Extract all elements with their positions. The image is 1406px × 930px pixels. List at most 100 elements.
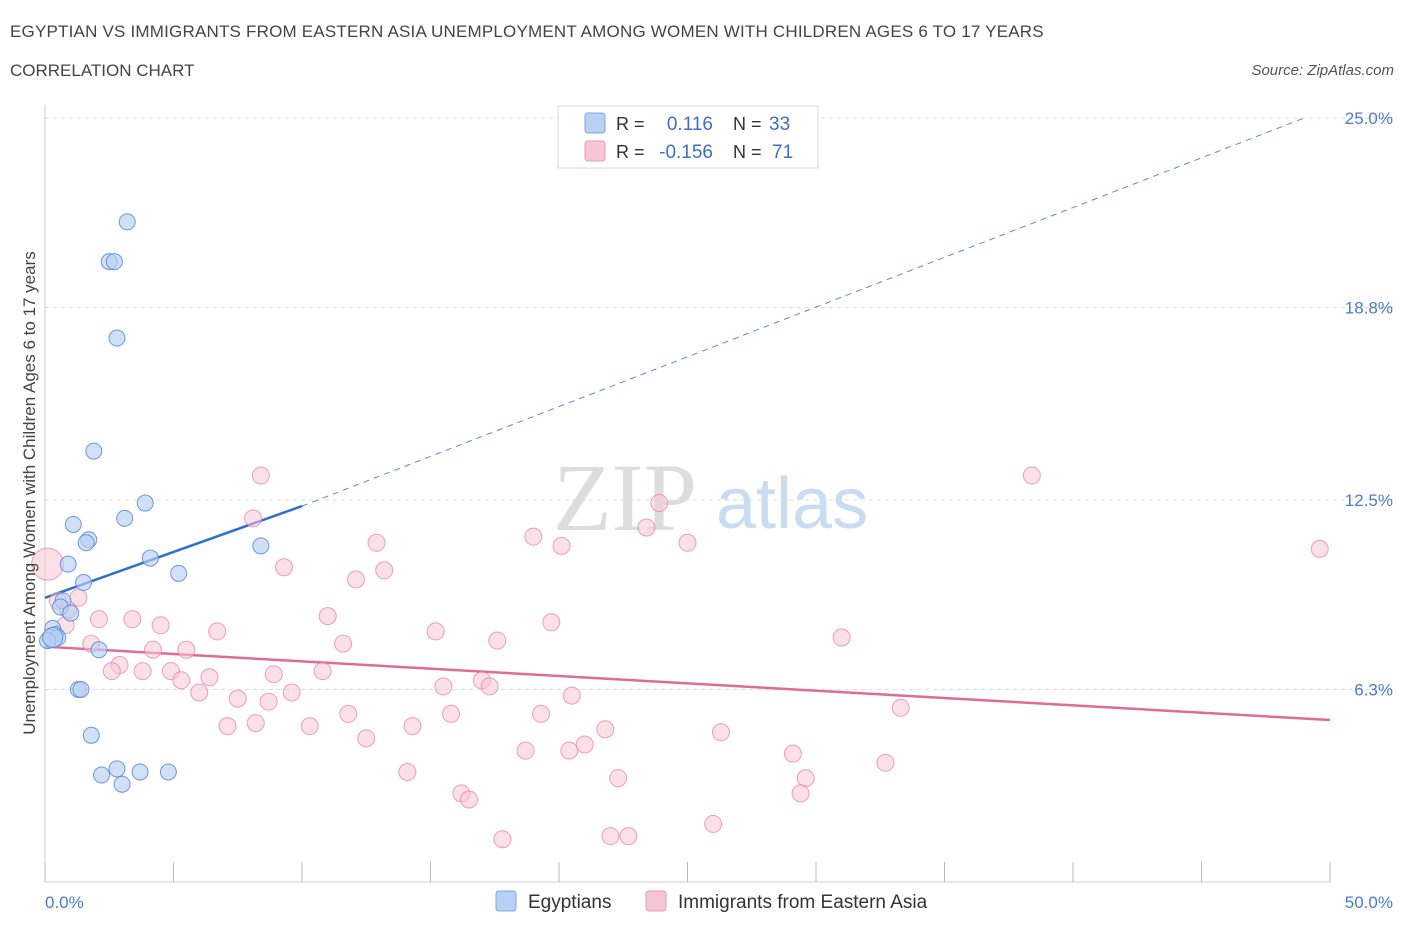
y-axis-label: Unemployment Among Women with Children A… [20,251,39,735]
egyptians-point [159,763,177,781]
egyptians-point [108,760,126,778]
egyptians-point [90,641,108,659]
egyptians-point [75,574,93,592]
immigrants-bottom-swatch [645,890,667,912]
immigrants-point [300,717,319,736]
immigrants-legend-swatch [584,140,606,162]
immigrants-point [601,827,620,846]
immigrants-point [89,610,108,629]
immigrants-point [318,607,337,626]
immigrants-point [493,830,512,849]
y-tick-label: 18.8% [1345,298,1393,317]
immigrants-point [516,741,535,760]
egyptians-point [141,549,159,567]
immigrants-point [783,744,802,763]
egyptians-point [252,537,270,555]
immigrants-point [434,677,453,696]
egyptians-point [72,680,90,698]
immigrants-point [264,665,283,684]
immigrants-point [542,613,561,632]
immigrants-point [102,662,121,681]
immigrants-point [1310,539,1329,558]
chart-subtitle: CORRELATION CHART [10,61,195,80]
immigrants-point [575,735,594,754]
immigrants-point [357,729,376,748]
immigrants-point [275,558,294,577]
y-tick-label: 6.3% [1354,680,1393,699]
x-tick-labels: 0.0% 50.0% [45,893,1393,912]
immigrants-point [552,536,571,555]
immigrants-point [650,494,669,513]
immigrants-point [190,683,209,702]
immigrants-r-value: -0.156 [659,142,713,163]
immigrants-point [480,677,499,696]
bottom-legend: Egyptians Immigrants from Eastern Asia [495,890,928,913]
egyptians-point [113,775,131,793]
egyptians-legend-swatch [584,112,606,134]
egyptians-point [77,534,95,552]
egyptians-point [131,763,149,781]
egyptians-point [118,213,136,231]
immigrants-point [678,533,697,552]
chart-title: EGYPTIAN VS IMMIGRANTS FROM EASTERN ASIA… [10,22,1044,41]
grid-lines [45,117,1395,690]
egyptians-point [85,442,103,460]
immigrants-point [488,631,507,650]
egyptians-r-label: R = [616,114,645,134]
egyptians-trend-extension [301,117,1305,507]
watermark-atlas: atlas [716,464,868,544]
stats-legend: R = 0.116 N = 33 R = -0.156 N = 71 [557,105,819,169]
immigrants-point [711,723,730,742]
egyptians-point [59,555,77,573]
egyptians-points [39,213,270,793]
immigrants-bottom-label: Immigrants from Eastern Asia [678,892,928,913]
immigrants-point [151,616,170,635]
egyptians-point [93,766,111,784]
immigrants-point [244,509,263,528]
immigrants-n-value: 71 [772,142,793,163]
immigrants-point [532,704,551,723]
immigrants-points [31,466,1329,849]
immigrants-point [246,714,265,733]
egyptians-point [136,494,154,512]
egyptians-point [116,509,134,527]
egyptians-point [108,329,126,347]
y-tick-label: 12.5% [1345,491,1393,510]
egyptians-point [64,515,82,533]
immigrants-point [334,634,353,653]
immigrants-point [560,741,579,760]
immigrants-point [596,720,615,739]
immigrants-point [228,689,247,708]
immigrants-point [832,628,851,647]
immigrants-point [891,698,910,717]
immigrants-point [251,466,270,485]
source-label: Source: ZipAtlas.com [1251,62,1394,79]
egyptians-n-value: 33 [769,114,790,135]
immigrants-point [346,570,365,589]
immigrants-point [123,610,142,629]
immigrants-point [259,692,278,711]
immigrants-point [133,662,152,681]
immigrants-point [460,790,479,809]
immigrants-point [398,762,417,781]
egyptians-r-value: 0.116 [667,114,713,135]
immigrants-point [177,640,196,659]
immigrants-point [637,518,656,537]
immigrants-point [172,671,191,690]
immigrants-point [208,622,227,641]
trend-lines [44,117,1331,722]
immigrants-point [143,640,162,659]
egyptians-bottom-label: Egyptians [528,892,611,913]
immigrants-trend-line [44,645,1331,722]
y-tick-label: 25.0% [1345,109,1393,128]
immigrants-point [619,827,638,846]
axes [44,105,1331,883]
x-tick-label: 50.0% [1345,893,1393,912]
y-tick-labels: 6.3% 12.5% 18.8% 25.0% [1345,109,1393,699]
immigrants-point [442,704,461,723]
immigrants-point [562,686,581,705]
egyptians-point [105,253,123,271]
egyptians-point [82,726,100,744]
immigrants-r-label: R = [616,142,645,162]
